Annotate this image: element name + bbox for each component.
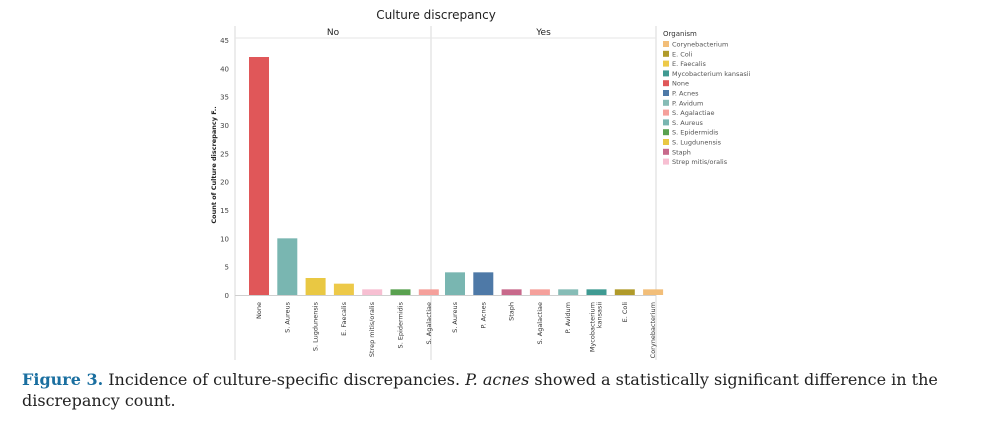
legend-label: Strep mitis/oralis <box>672 158 728 166</box>
x-tick-label: Staph <box>508 302 516 321</box>
legend-swatch <box>663 50 669 57</box>
caption-species: P. acnes <box>465 370 530 389</box>
x-tick-label: S. Agalactiae <box>536 302 544 345</box>
legend-label: None <box>672 80 689 88</box>
y-tick-label: 45 <box>220 37 229 45</box>
legend-label: E. Faecalis <box>672 60 707 68</box>
x-tick-label: None <box>255 302 263 319</box>
legend-swatch <box>663 109 669 116</box>
bar <box>529 289 550 295</box>
legend-swatch <box>663 60 669 67</box>
legend-label: Corynebacterium <box>672 41 728 49</box>
panel-header: No <box>327 28 340 38</box>
bar <box>586 289 607 295</box>
legend-label: S. Agalactiae <box>672 109 715 117</box>
bar <box>305 278 326 295</box>
y-tick-label: 30 <box>220 122 229 130</box>
y-tick-label: 5 <box>225 264 229 272</box>
legend-label: S. Aureus <box>672 119 703 127</box>
y-tick-label: 20 <box>220 179 229 187</box>
x-tick-label: E. Coli <box>621 302 629 323</box>
culture-discrepancy-chart: Culture discrepancy 0 5 10 15 20 25 30 35 40 45 Cou… <box>210 8 751 360</box>
bar <box>614 289 635 295</box>
y-tick-label: 15 <box>220 207 229 215</box>
legend-label: P. Avidum <box>672 99 703 107</box>
legend-swatch <box>663 41 669 47</box>
legend-swatch <box>663 90 669 96</box>
x-tick-label: S. Aureus <box>451 301 459 332</box>
legend-swatch <box>663 129 669 136</box>
x-tick-label: Mycobacteriumkansasii <box>589 302 604 352</box>
bar <box>362 289 383 295</box>
bar <box>643 289 664 295</box>
legend-swatch <box>663 119 669 126</box>
bar <box>277 238 298 295</box>
legend-swatch <box>663 148 669 155</box>
bar <box>501 289 522 295</box>
x-tick-label: E. Faecalis <box>340 301 348 336</box>
bar <box>445 272 465 295</box>
legend-label: P. Acnes <box>672 90 699 98</box>
y-tick-label: 40 <box>220 65 229 73</box>
y-axis-label: Count of Culture discrepancy F.. <box>210 106 218 223</box>
legend-label: Staph <box>672 148 691 156</box>
legend-swatch <box>663 70 669 77</box>
x-tick-label: Corynebacterium <box>649 302 657 358</box>
bar <box>473 272 494 295</box>
legend-swatch <box>663 80 669 87</box>
legend-label: S. Epidermidis <box>672 129 719 137</box>
bar <box>249 57 269 295</box>
y-tick-label: 0 <box>225 292 229 300</box>
x-tick-label: S. Lugdunensis <box>312 301 320 351</box>
caption-text-before: Incidence of culture-specific discrepanc… <box>103 370 466 389</box>
legend-swatch <box>663 139 669 145</box>
bar <box>333 283 354 295</box>
panel-header: Yes <box>535 28 551 38</box>
legend-label: Mycobacterium kansasii <box>672 70 751 78</box>
y-tick-label: 35 <box>220 94 229 102</box>
caption-text-after: showed a statistically significant diffe… <box>22 370 938 410</box>
chart-title: Culture discrepancy <box>376 8 496 22</box>
legend-swatch <box>663 99 669 106</box>
figure-caption: Figure 3. Incidence of culture-specific … <box>22 369 962 411</box>
x-tick-label: Strep mitis/oralis <box>368 301 376 357</box>
legend-label: E. Coli <box>672 50 693 58</box>
legend-swatch <box>663 158 669 165</box>
legend-title: Organism <box>663 30 697 38</box>
x-tick-label: S. Aureus <box>283 301 291 332</box>
figure-label: Figure 3. <box>22 370 104 389</box>
bar <box>558 289 579 295</box>
bar <box>418 289 439 295</box>
legend-label: S. Lugdunensis <box>672 139 722 147</box>
x-tick-label: P. Acnes <box>479 301 487 328</box>
x-tick-label: S. Epidermidis <box>397 301 405 348</box>
x-tick-label: S. Agalactiae <box>425 302 433 345</box>
y-tick-label: 25 <box>220 150 229 158</box>
y-tick-label: 10 <box>220 235 229 243</box>
bar <box>390 289 411 295</box>
x-tick-label: P. Avidum <box>564 302 572 333</box>
